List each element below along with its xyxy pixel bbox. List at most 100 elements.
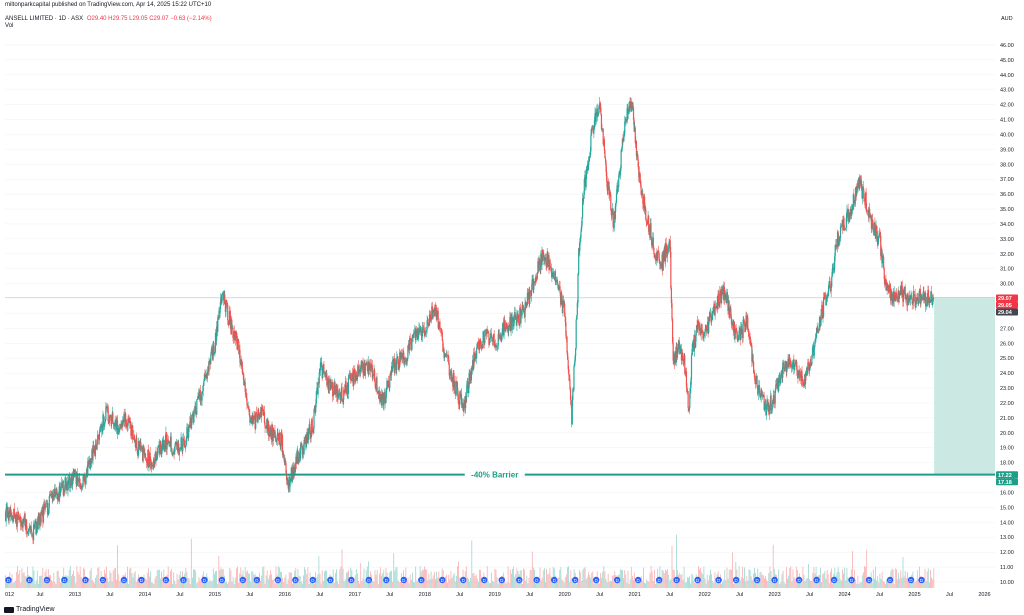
dividend-marker[interactable] <box>732 576 740 584</box>
candle-body <box>569 379 571 390</box>
volume-bar <box>392 581 393 588</box>
volume-bar <box>486 566 488 588</box>
candle-body <box>636 153 639 159</box>
candle-body <box>591 128 593 130</box>
dividend-marker[interactable] <box>813 576 820 584</box>
candle-body <box>160 441 162 449</box>
candle-body <box>319 370 321 373</box>
dividend-marker[interactable] <box>218 576 226 584</box>
dividend-marker[interactable] <box>830 576 838 584</box>
volume-bar <box>160 578 161 588</box>
volume-bar <box>813 566 815 588</box>
candle-body <box>520 309 522 324</box>
dividend-marker[interactable] <box>865 576 873 584</box>
dividend-marker[interactable] <box>292 576 299 584</box>
dividend-marker[interactable] <box>43 576 51 584</box>
dividend-marker[interactable] <box>673 576 680 584</box>
candle-body <box>569 389 572 401</box>
volume-bar <box>778 569 780 588</box>
dividend-marker[interactable] <box>61 576 68 584</box>
candle-body <box>783 366 785 370</box>
candle-body <box>343 389 345 400</box>
volume-bar <box>398 582 400 588</box>
volume-bar <box>375 574 377 588</box>
dividend-marker[interactable] <box>551 576 558 584</box>
dividend-marker[interactable] <box>516 576 523 584</box>
dividend-marker[interactable] <box>694 576 701 584</box>
dividend-marker[interactable] <box>418 576 425 584</box>
volume-bar <box>530 570 532 588</box>
dividend-marker[interactable] <box>481 576 488 584</box>
dividend-marker[interactable] <box>498 576 505 584</box>
candle-body <box>409 338 411 339</box>
dividend-marker[interactable] <box>309 576 317 584</box>
candle-body <box>457 390 459 401</box>
candle-body <box>734 328 737 334</box>
dividend-marker[interactable] <box>99 576 107 584</box>
candle-body <box>103 425 105 426</box>
dividend-marker[interactable] <box>253 576 261 584</box>
dividend-marker[interactable] <box>400 576 407 584</box>
candle-body <box>301 445 303 447</box>
candle-body <box>476 347 478 359</box>
volume-bar <box>622 569 623 588</box>
dividend-marker[interactable] <box>138 576 145 584</box>
dividend-marker[interactable] <box>634 576 642 584</box>
dividend-marker[interactable] <box>572 576 579 584</box>
dividend-marker[interactable] <box>274 576 282 584</box>
dividend-marker[interactable] <box>848 576 855 584</box>
volume-bar <box>804 581 806 588</box>
symbol-legend[interactable]: ANSELL LIMITED · 1D · ASX O29.40 H29.75 … <box>5 16 212 22</box>
dividend-marker[interactable] <box>613 576 621 584</box>
dividend-marker[interactable] <box>918 576 925 584</box>
dividend-marker[interactable] <box>239 576 247 584</box>
dividend-marker[interactable] <box>907 576 915 584</box>
candle-body <box>589 156 591 158</box>
candle-body <box>237 340 239 342</box>
candle-body <box>723 286 726 300</box>
candle-body <box>904 286 906 300</box>
volume-bar <box>155 576 157 588</box>
x-tick-label: 2017 <box>349 592 361 598</box>
candle-body <box>126 426 129 427</box>
dividend-marker[interactable] <box>26 576 33 584</box>
dividend-marker[interactable] <box>715 576 722 584</box>
candle-body <box>337 389 339 399</box>
dividend-marker[interactable] <box>533 576 540 584</box>
dividend-marker[interactable] <box>753 576 761 584</box>
dividend-marker[interactable] <box>180 576 187 584</box>
dividend-marker[interactable] <box>201 576 208 584</box>
dividend-marker[interactable] <box>593 576 600 584</box>
dividend-marker[interactable] <box>655 576 663 584</box>
candle-body <box>494 342 496 348</box>
candle-body <box>84 475 86 484</box>
dividend-marker[interactable] <box>886 576 894 584</box>
dividend-marker[interactable] <box>795 576 803 584</box>
candle-body <box>743 320 745 326</box>
candle-body <box>606 172 608 182</box>
dividend-marker[interactable] <box>460 576 467 584</box>
candle-body <box>806 367 808 376</box>
dividend-marker[interactable] <box>327 576 334 584</box>
dividend-marker[interactable] <box>348 576 355 584</box>
dividend-marker-label: D <box>483 578 487 583</box>
dividend-marker[interactable] <box>383 576 390 584</box>
dividend-marker[interactable] <box>771 576 778 584</box>
dividend-marker[interactable] <box>82 576 89 584</box>
dividend-marker[interactable] <box>120 576 128 584</box>
volume-bar <box>472 573 474 588</box>
tradingview-logo[interactable]: TradingView <box>4 606 55 613</box>
candle-body <box>143 448 145 456</box>
volume-bar <box>149 576 150 588</box>
candle-body <box>907 294 909 303</box>
candle-body <box>930 291 932 302</box>
candle-body <box>702 337 705 339</box>
candle-body <box>860 180 863 190</box>
dividend-marker[interactable] <box>162 576 170 584</box>
dividend-marker[interactable] <box>439 576 446 584</box>
dividend-marker[interactable] <box>365 576 373 584</box>
dividend-marker[interactable] <box>5 576 12 584</box>
volume-bar <box>18 574 19 588</box>
volume-bar <box>549 568 551 588</box>
